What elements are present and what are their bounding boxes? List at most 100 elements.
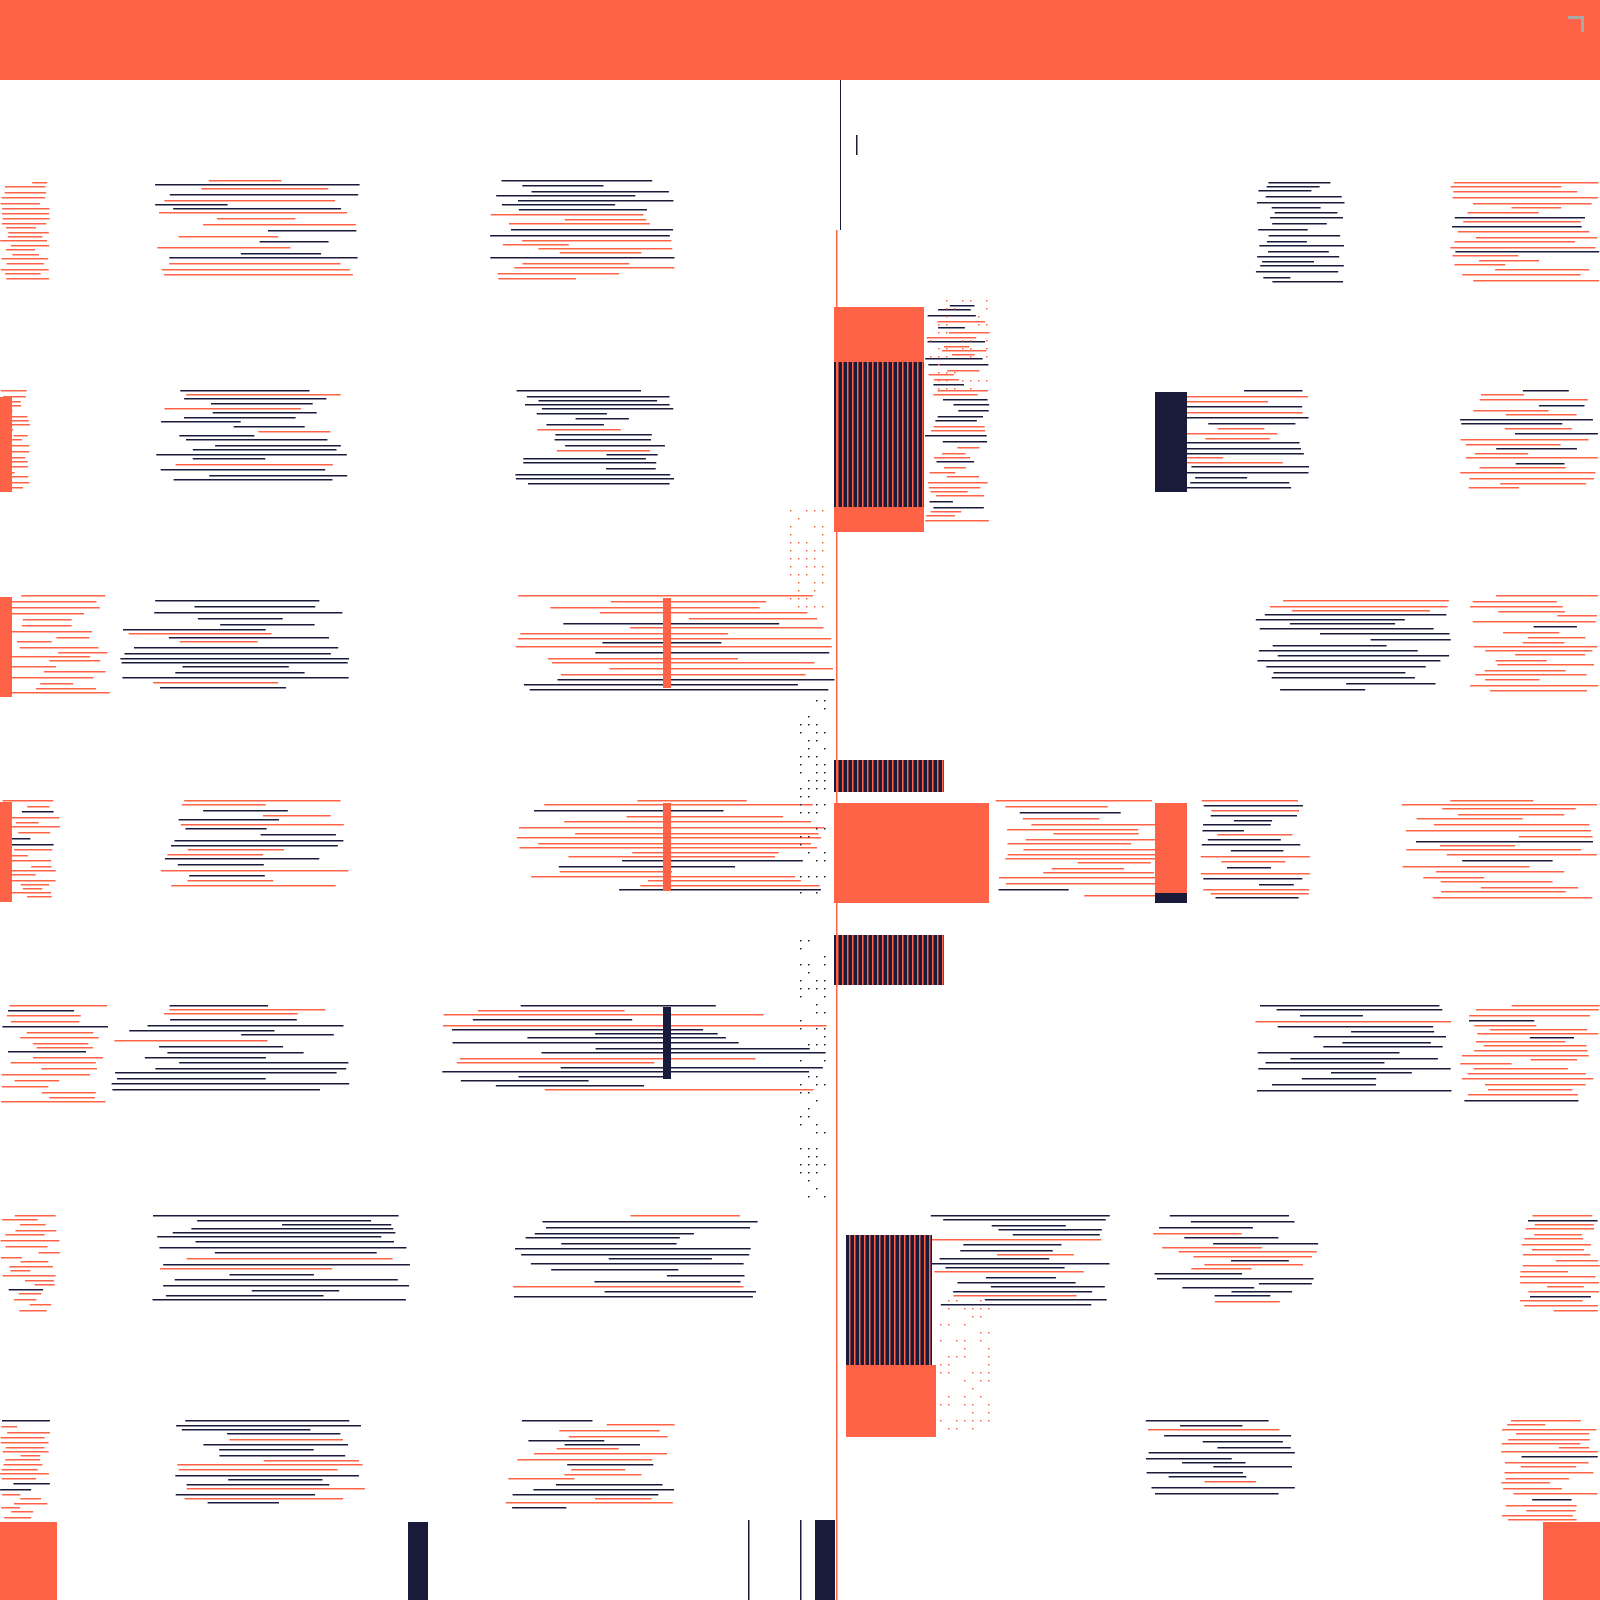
pattern-line	[5, 1246, 48, 1248]
pattern-line	[933, 394, 978, 396]
pattern-line	[561, 1243, 677, 1245]
pattern-line	[1257, 660, 1441, 662]
pattern-line	[1182, 1287, 1255, 1289]
pattern-stripe	[904, 1235, 906, 1365]
pattern-line	[7, 236, 43, 238]
pattern-dot	[816, 724, 818, 726]
pattern-dot	[808, 876, 810, 878]
pattern-stripe	[942, 935, 944, 985]
pattern-dot	[946, 308, 948, 310]
pattern-line	[937, 416, 983, 418]
pattern-line	[159, 1247, 407, 1249]
pattern-line	[1146, 1458, 1232, 1460]
pattern-dot	[964, 1420, 966, 1422]
pattern-line	[940, 1304, 1092, 1306]
pattern-line	[10, 245, 50, 247]
pattern-line	[2, 482, 30, 484]
pattern-line	[928, 487, 981, 489]
pattern-line	[520, 1005, 716, 1007]
pattern-dot	[800, 1116, 802, 1118]
pattern-line	[22, 619, 72, 621]
pattern-line	[528, 483, 670, 485]
pattern-dot	[824, 732, 826, 734]
pattern-line	[1479, 467, 1566, 469]
pattern-line	[490, 257, 675, 259]
pattern-dot	[988, 1356, 990, 1358]
pattern-line	[546, 424, 604, 426]
pattern-line	[49, 1097, 95, 1099]
pattern-line	[155, 184, 360, 186]
pattern-line	[175, 464, 333, 466]
pattern-line	[529, 689, 829, 691]
pattern-line	[1452, 226, 1582, 228]
pattern-line	[1265, 196, 1342, 198]
pattern-line	[953, 1295, 1077, 1297]
pattern-line	[1485, 1084, 1586, 1086]
pattern-line	[282, 1224, 392, 1226]
pattern-line	[1203, 889, 1310, 891]
pattern-stripe	[874, 1235, 876, 1365]
corner-bracket-icon[interactable]	[1568, 16, 1584, 32]
pattern-line	[552, 662, 815, 664]
pattern-line	[167, 854, 264, 856]
pattern-line	[169, 257, 358, 259]
pattern-line	[155, 600, 320, 602]
pattern-line	[460, 1058, 756, 1060]
pattern-line	[7, 476, 29, 478]
pattern-line	[179, 435, 255, 437]
pattern-line	[515, 474, 671, 476]
pattern-line	[515, 1248, 751, 1250]
pattern-line	[528, 1440, 605, 1442]
pattern-line	[1452, 197, 1598, 199]
pattern-line	[1231, 1260, 1289, 1262]
pattern-line	[1508, 1439, 1590, 1441]
pattern-line	[1159, 1227, 1253, 1229]
pattern-line	[622, 860, 803, 862]
pattern-dot	[816, 1076, 818, 1078]
pattern-dot	[824, 1132, 826, 1134]
pattern-line	[558, 866, 736, 868]
pattern-line	[1501, 1451, 1598, 1453]
pattern-line	[1, 1086, 49, 1088]
pattern-line	[1201, 844, 1301, 846]
pattern-dot	[946, 348, 948, 350]
pattern-stripe	[927, 760, 929, 792]
pattern-line	[1006, 883, 1169, 885]
pattern-line	[522, 263, 630, 265]
pattern-block	[834, 507, 924, 532]
pattern-line	[958, 410, 989, 412]
pattern-line	[112, 1089, 321, 1091]
pattern-line	[1505, 1462, 1589, 1464]
pattern-line	[1148, 1452, 1295, 1454]
pattern-line	[1553, 1310, 1598, 1312]
pattern-stripe	[872, 362, 874, 507]
pattern-line	[27, 806, 50, 808]
pattern-line	[1269, 606, 1448, 608]
pattern-line	[21, 595, 106, 597]
pattern-dot	[808, 780, 810, 782]
pattern-line	[27, 896, 52, 898]
pattern-line	[2, 1026, 108, 1028]
pattern-dot	[948, 1396, 950, 1398]
pattern-dot	[940, 1420, 942, 1422]
pattern-dot	[806, 598, 808, 600]
pattern-line	[1256, 1090, 1452, 1092]
pattern-line	[1505, 1478, 1570, 1480]
pattern-dot	[938, 364, 940, 366]
pattern-line	[1182, 1462, 1246, 1464]
pattern-line	[925, 358, 983, 360]
pattern-line	[997, 1254, 1074, 1256]
pattern-stripe	[932, 760, 934, 792]
pattern-line	[1520, 1466, 1577, 1468]
pattern-line	[556, 1448, 619, 1450]
pattern-line	[1479, 399, 1588, 401]
pattern-line	[1533, 626, 1577, 628]
pattern-stripe	[847, 362, 849, 507]
pattern-line	[2, 1275, 56, 1277]
pattern-line	[31, 866, 52, 868]
pattern-line	[595, 1033, 718, 1035]
pattern-line	[160, 687, 287, 689]
pattern-line	[939, 1258, 1050, 1260]
pattern-line	[215, 445, 341, 447]
